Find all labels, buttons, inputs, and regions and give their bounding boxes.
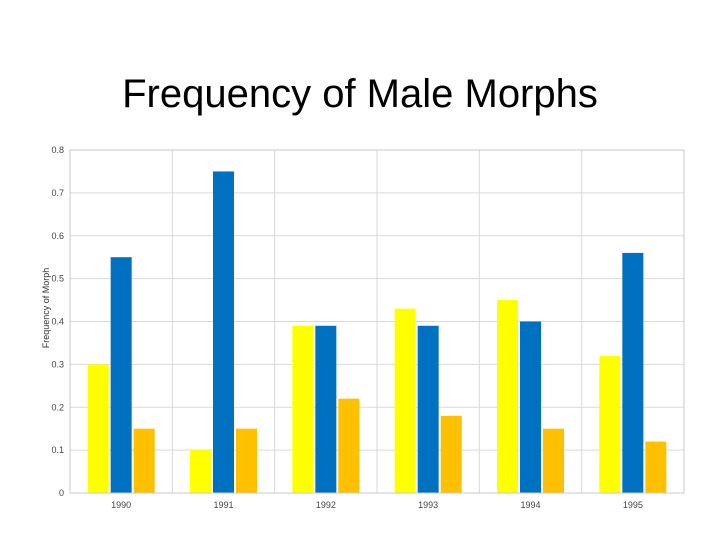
bar-1993-s3 xyxy=(440,415,462,493)
bar-1994-s1 xyxy=(497,300,518,493)
bar-1990-s2 xyxy=(110,257,132,493)
x-tick-label: 1994 xyxy=(520,500,540,510)
y-tick-label: 0.4 xyxy=(51,317,64,327)
bar-1990-s3 xyxy=(133,428,155,493)
bar-1992-s2 xyxy=(315,325,337,493)
x-tick-label: 1993 xyxy=(418,500,438,510)
bar-1991-s1 xyxy=(190,450,211,493)
chart-title: Frequency of Male Morphs xyxy=(122,72,598,116)
gridlines xyxy=(70,149,684,494)
x-tick-label: 1992 xyxy=(316,500,336,510)
y-tick-label: 0.7 xyxy=(51,188,64,198)
y-tick-label: 0.2 xyxy=(51,402,64,412)
y-tick-label: 0.3 xyxy=(51,359,64,369)
bar-1991-s2 xyxy=(213,171,234,493)
bar-1991-s3 xyxy=(236,428,257,493)
y-tick-labels: 0 0.1 0.2 0.3 0.4 0.5 0.6 0.7 0.8 xyxy=(51,145,64,498)
x-tick-label: 1995 xyxy=(623,500,643,510)
bar-1994-s3 xyxy=(543,428,564,493)
x-tick-label: 1991 xyxy=(213,500,233,510)
bar-1993-s1 xyxy=(394,308,416,493)
bar-1995-s1 xyxy=(599,355,621,493)
bar-1992-s1 xyxy=(292,325,314,493)
x-tick-label: 1990 xyxy=(111,500,131,510)
y-tick-label: 0.8 xyxy=(51,145,64,155)
bars xyxy=(87,171,667,493)
bar-1990-s1 xyxy=(87,364,109,493)
bar-1992-s3 xyxy=(338,398,360,493)
x-tick-labels: 1990 1991 1992 1993 1994 1995 xyxy=(111,500,643,510)
bar-1995-s3 xyxy=(645,441,667,493)
y-tick-label: 0.1 xyxy=(51,445,64,455)
bar-1993-s2 xyxy=(417,325,439,493)
plot-frame xyxy=(69,149,685,494)
bar-1995-s2 xyxy=(622,252,644,493)
y-tick-label: 0.5 xyxy=(51,274,64,284)
bar-1994-s2 xyxy=(520,321,541,493)
y-tick-label: 0 xyxy=(59,488,64,498)
y-tick-label: 0.6 xyxy=(51,231,64,241)
